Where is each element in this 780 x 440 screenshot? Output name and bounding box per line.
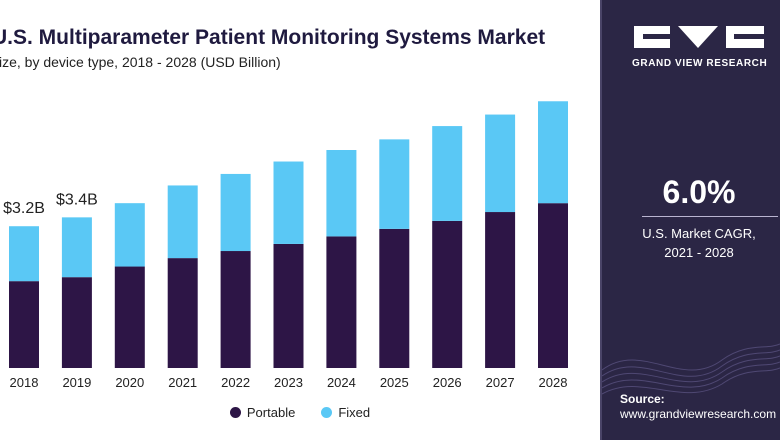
x-tick-2026: 2026	[433, 375, 462, 390]
cagr-label-line2: 2021 - 2028	[664, 245, 734, 260]
bar-fixed-2024	[326, 150, 357, 237]
data-label-2018: $3.2B	[3, 200, 45, 217]
info-panel: GRAND VIEW RESEARCH 6.0% U.S. Market CAG…	[602, 0, 780, 440]
source-link[interactable]: www.grandviewresearch.com	[620, 407, 777, 421]
chart-legend: Portable Fixed	[0, 405, 600, 420]
legend-item-fixed: Fixed	[321, 405, 370, 420]
data-label-2019: $3.4B	[56, 191, 98, 208]
bar-portable-2026	[432, 220, 463, 368]
bar-portable-2022	[220, 251, 251, 368]
chart-title: U.S. Multiparameter Patient Monitoring S…	[0, 26, 546, 49]
bar-portable-2020	[114, 266, 145, 368]
x-tick-2028: 2028	[539, 375, 568, 390]
grand-view-research-logo	[634, 26, 764, 48]
x-tick-2027: 2027	[486, 375, 515, 390]
bar-portable-2025	[379, 228, 410, 368]
bar-portable-2027	[485, 212, 516, 368]
x-tick-2022: 2022	[221, 375, 250, 390]
cagr-divider	[642, 216, 778, 217]
panel-divider	[600, 0, 603, 440]
cagr-value: 6.0%	[662, 174, 736, 210]
bar-fixed-2018	[9, 226, 39, 282]
bar-portable-2028	[538, 203, 568, 368]
bar-fixed-2020	[114, 203, 145, 267]
cagr-label-line1: U.S. Market CAGR,	[642, 226, 756, 241]
source-heading: Source:	[620, 392, 665, 406]
bar-fixed-2023	[273, 161, 304, 244]
bar-fixed-2026	[432, 126, 463, 221]
bar-chart: 2018 $3.2B 2019 $3.4B 2020 2021 2022 2023 2024 20…	[3, 101, 568, 390]
bar-fixed-2021	[167, 185, 198, 259]
brand-name: GRAND VIEW RESEARCH	[632, 58, 768, 69]
bar-fixed-2022	[220, 173, 251, 252]
bar-fixed-2019	[61, 217, 92, 278]
legend-swatch-portable	[229, 407, 241, 418]
x-tick-2025: 2025	[380, 375, 409, 390]
x-tick-2023: 2023	[274, 375, 303, 390]
chart-subtitle: size, by device type, 2018 - 2028 (USD B…	[0, 54, 281, 70]
bar-fixed-2028	[538, 101, 568, 204]
bar-fixed-2027	[485, 114, 516, 213]
bar-portable-2024	[326, 236, 357, 368]
bar-portable-2023	[273, 243, 304, 368]
x-tick-2018: 2018	[10, 375, 39, 390]
legend-item-portable: Portable	[229, 405, 296, 420]
legend-label-portable: Portable	[246, 405, 296, 420]
x-tick-2021: 2021	[168, 375, 197, 390]
x-tick-2020: 2020	[115, 375, 144, 390]
chart-area: U.S. Multiparameter Patient Monitoring S…	[0, 26, 600, 420]
bar-portable-2021	[167, 258, 198, 368]
decorative-wave	[602, 343, 780, 395]
x-tick-2019: 2019	[62, 375, 91, 390]
cagr-label: U.S. Market CAGR, 2021 - 2028	[602, 224, 780, 262]
legend-swatch-fixed	[321, 407, 333, 418]
bar-portable-2018	[9, 281, 39, 368]
x-tick-2024: 2024	[327, 375, 356, 390]
legend-label-fixed: Fixed	[338, 405, 371, 420]
bar-portable-2019	[61, 277, 92, 368]
bar-fixed-2025	[379, 139, 410, 229]
